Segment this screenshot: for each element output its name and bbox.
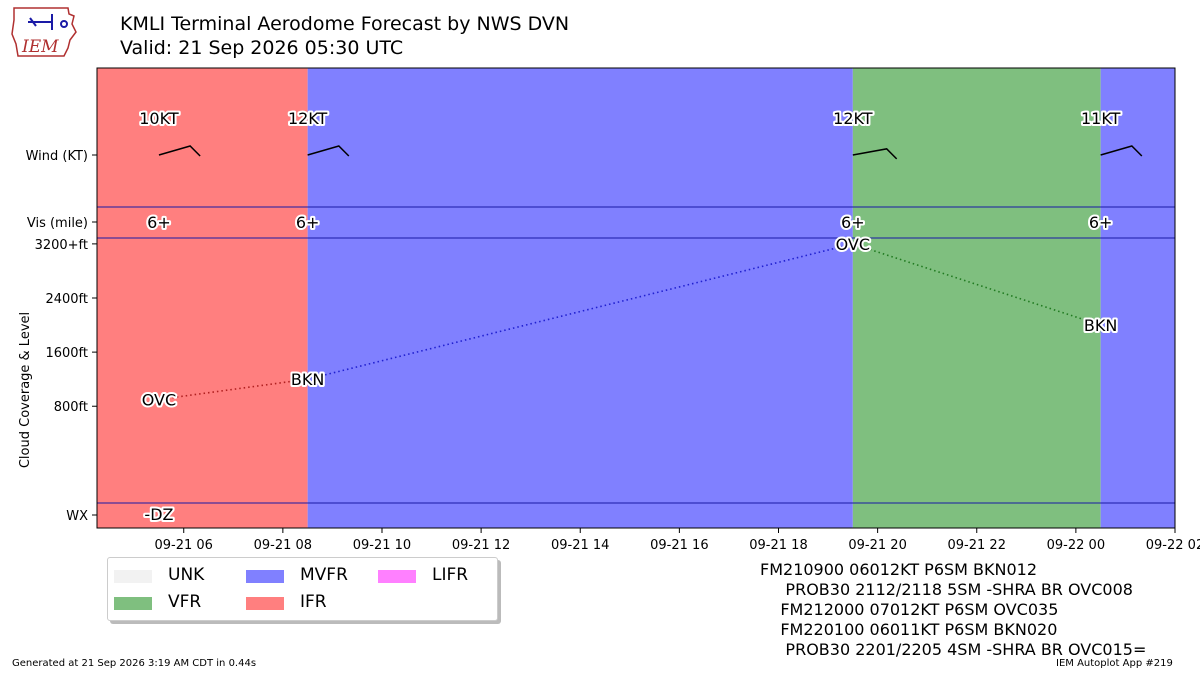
legend-label: VFR bbox=[168, 592, 202, 612]
generated-footer: Generated at 21 Sep 2026 3:19 AM CDT in … bbox=[12, 658, 257, 669]
taf-line: PROB30 2201/2205 4SM -SHRA BR OVC015= bbox=[760, 640, 1147, 659]
wind-barb bbox=[1100, 145, 1143, 157]
x-tick-label: 09-21 18 bbox=[749, 538, 807, 553]
x-tick-label: 09-22 02 bbox=[1146, 538, 1200, 553]
visibility-label: 6+ bbox=[147, 213, 171, 232]
taf-line: FM210900 06012KT P6SM BKN012 bbox=[760, 560, 1038, 579]
legend-swatch-mvfr bbox=[246, 570, 284, 583]
x-tick-label: 09-21 10 bbox=[353, 538, 411, 553]
wind-barb bbox=[852, 148, 898, 160]
wind-speed-label: 12KT bbox=[288, 109, 328, 128]
cloud-line-segment bbox=[852, 243, 1101, 326]
wind-speed-label: 12KT bbox=[833, 109, 873, 128]
y-tick-label: 1600ft bbox=[45, 346, 88, 361]
logo-text: IEM bbox=[21, 37, 59, 57]
legend: UNK VFR MVFR IFR LIFR bbox=[107, 557, 498, 621]
taf-text: FM210900 06012KT P6SM BKN012 PROB30 2112… bbox=[760, 560, 1146, 680]
flight-category-bands bbox=[97, 68, 1175, 528]
cloud-coverage-label: OVC bbox=[836, 235, 870, 254]
wind-speed-label: 11KT bbox=[1081, 109, 1121, 128]
band-mvfr bbox=[307, 68, 853, 528]
wind-barb bbox=[158, 145, 201, 157]
legend-swatch-ifr bbox=[246, 597, 284, 610]
band-ifr bbox=[97, 68, 308, 528]
band-mvfr bbox=[1100, 68, 1175, 528]
taf-line: FM220100 06011KT P6SM BKN020 bbox=[760, 620, 1058, 639]
cloud-coverage-label: BKN bbox=[1084, 316, 1117, 335]
x-tick-label: 09-21 20 bbox=[848, 538, 906, 553]
legend-swatch-lifr bbox=[378, 570, 416, 583]
forecast-labels: 10KT 6+ OVC -DZ 12KT 6+ BKN 12KT 6+ OVC 11KT 6+ BKN bbox=[137, 107, 1122, 526]
chart-subtitle: Valid: 21 Sep 2026 05:30 UTC bbox=[120, 37, 404, 59]
x-tick-label: 09-21 12 bbox=[452, 538, 510, 553]
visibility-label: 6+ bbox=[841, 213, 865, 232]
cloud-line-segment bbox=[307, 243, 854, 380]
y-row-label-wind: Wind (KT) bbox=[26, 149, 88, 164]
wind-speed-label: 10KT bbox=[139, 109, 179, 128]
x-tick-label: 09-22 00 bbox=[1047, 538, 1105, 553]
app-footer: IEM Autoplot App #219 bbox=[1056, 658, 1173, 669]
y-axis: WX 800ft 1600ft 2400ft 3200+ft Vis (mile) Wind… bbox=[26, 149, 97, 524]
legend-label: LIFR bbox=[432, 565, 469, 585]
x-tick-label: 09-21 06 bbox=[155, 538, 213, 553]
taf-chart: 10KT6+OVC-DZ12KT6+BKN12KT6+OVC11KT6+BKN … bbox=[18, 67, 1200, 553]
taf-line: FM212000 07012KT P6SM OVC035 bbox=[760, 600, 1059, 619]
visibility-label: 6+ bbox=[1089, 213, 1113, 232]
y-tick-label: 2400ft bbox=[45, 292, 88, 307]
legend-swatch-unk bbox=[114, 570, 152, 583]
y-axis-title: Cloud Coverage & Level bbox=[18, 312, 33, 468]
y-row-label-vis: Vis (mile) bbox=[27, 216, 88, 231]
y-tick-label: 3200+ft bbox=[35, 238, 88, 253]
y-row-label-wx: WX bbox=[66, 509, 88, 524]
y-tick-label: 800ft bbox=[54, 400, 88, 415]
x-tick-label: 09-21 08 bbox=[254, 538, 312, 553]
wind-barbs bbox=[158, 145, 1143, 160]
chart-title: KMLI Terminal Aerodome Forecast by NWS D… bbox=[120, 13, 570, 35]
x-tick-label: 09-21 14 bbox=[551, 538, 609, 553]
legend-label: UNK bbox=[168, 565, 205, 585]
x-tick-label: 09-21 22 bbox=[948, 538, 1006, 553]
cloud-level-lines bbox=[158, 243, 1101, 401]
iem-logo: IEM bbox=[11, 7, 77, 57]
legend-label: IFR bbox=[300, 592, 327, 612]
cloud-coverage-label: BKN bbox=[291, 370, 324, 389]
legend-label: MVFR bbox=[300, 565, 348, 585]
x-tick-label: 09-21 16 bbox=[650, 538, 708, 553]
header: IEM KMLI Terminal Aerodome Forecast by N… bbox=[0, 0, 1200, 66]
row-separators bbox=[97, 206, 1175, 504]
legend-swatch-vfr bbox=[114, 597, 152, 610]
weather-label: -DZ bbox=[144, 505, 173, 524]
taf-line: PROB30 2112/2118 5SM -SHRA BR OVC008 bbox=[760, 580, 1133, 599]
visibility-label: 6+ bbox=[296, 213, 320, 232]
x-axis: 09-21 06 09-21 08 09-21 10 09-21 12 09-21 14… bbox=[155, 528, 1200, 553]
wind-barb bbox=[307, 145, 350, 157]
cloud-coverage-label: OVC bbox=[142, 390, 176, 409]
band-vfr bbox=[852, 68, 1101, 528]
